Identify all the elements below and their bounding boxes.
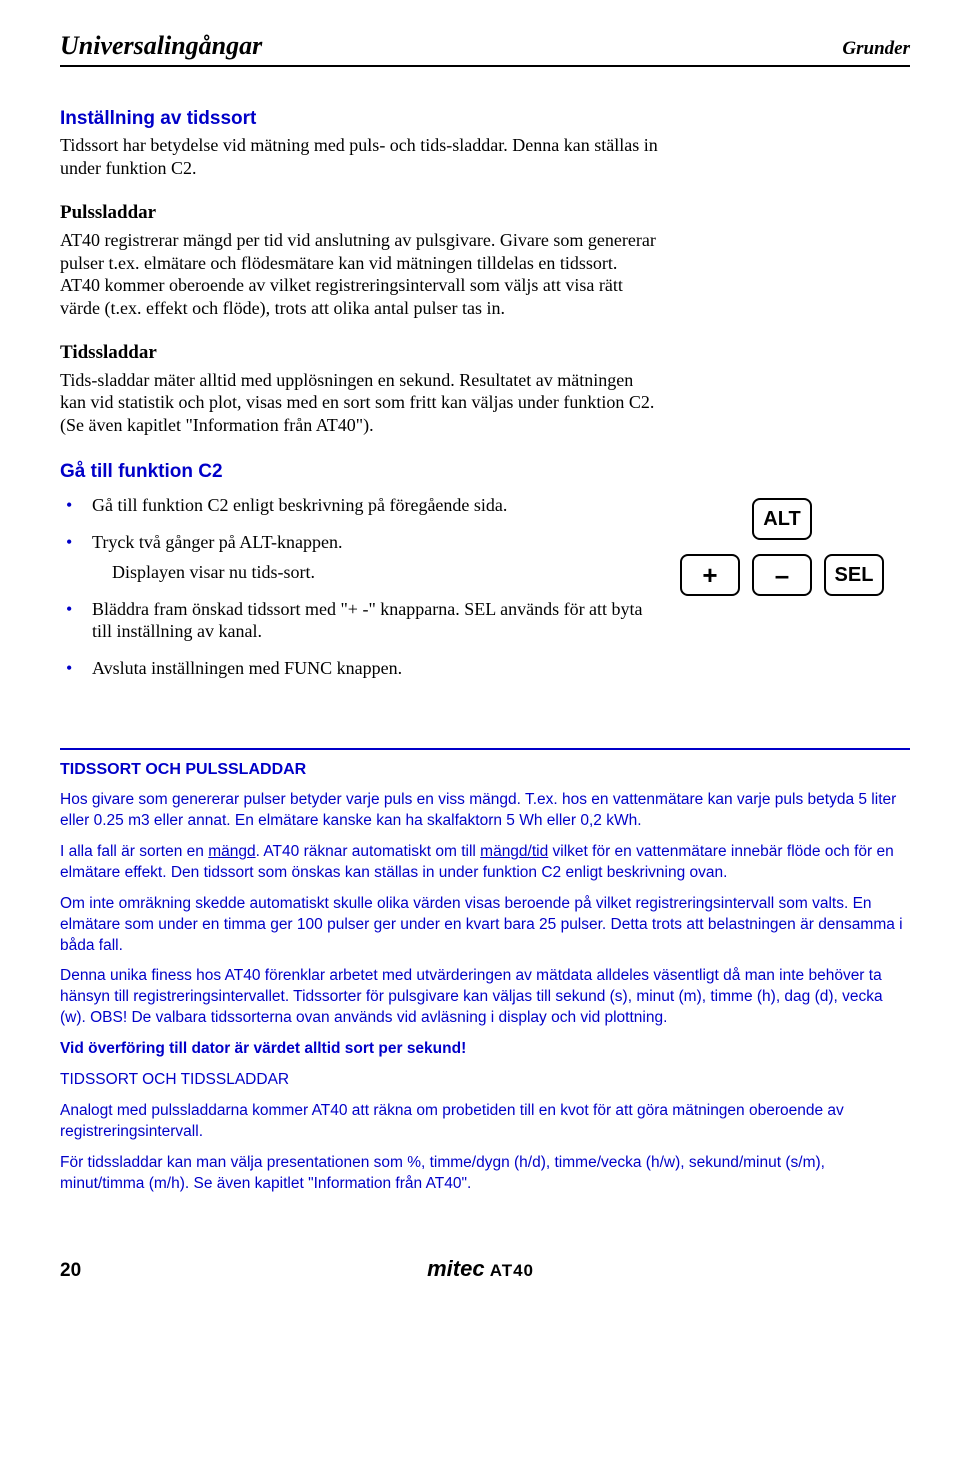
- para-pulssladdar: AT40 registrerar mängd per tid vid anslu…: [60, 229, 660, 319]
- para-intro: Tidssort har betydelse vid mätning med p…: [60, 134, 660, 179]
- info-underline: mängd: [208, 843, 255, 860]
- brand-name: mitec: [427, 1256, 484, 1281]
- minus-button-glyph: –: [752, 554, 812, 596]
- info-underline: mängd/tid: [480, 843, 548, 860]
- info-p: För tidssladdar kan man välja presentati…: [60, 1153, 910, 1195]
- list-text: Bläddra fram önskad tidssort med "+ -" k…: [92, 599, 643, 642]
- sel-button-glyph: SEL: [824, 554, 884, 596]
- instructions-list: Gå till funktion C2 enligt beskrivning p…: [60, 494, 650, 679]
- subhead-pulssladdar: Pulssladdar: [60, 201, 910, 225]
- info-p: Hos givare som genererar pulser betyder …: [60, 790, 910, 832]
- info-p-strong: Vid överföring till dator är värdet allt…: [60, 1039, 910, 1060]
- info-text: . AT40 räknar automatiskt om till: [256, 843, 481, 860]
- info-box-title: TIDSSORT OCH PULSSLADDAR: [60, 760, 910, 780]
- list-text: Avsluta inställningen med FUNC knappen.: [92, 658, 402, 678]
- plus-button-glyph: +: [680, 554, 740, 596]
- info-box: TIDSSORT OCH PULSSLADDAR Hos givare som …: [60, 748, 910, 1195]
- para-tidssladdar: Tids-sladdar mäter alltid med upplösning…: [60, 369, 660, 437]
- list-item: Avsluta inställningen med FUNC knappen.: [88, 657, 650, 680]
- list-text: Tryck två gånger på ALT-knappen.: [92, 532, 342, 552]
- header-section-title: Universalingångar: [60, 30, 262, 63]
- page-number: 20: [60, 1259, 81, 1283]
- model-name: AT40: [485, 1261, 534, 1280]
- info-p: Denna unika finess hos AT40 förenklar ar…: [60, 966, 910, 1029]
- list-item: Gå till funktion C2 enligt beskrivning p…: [88, 494, 650, 517]
- buttons-illustration: ALT + – SEL: [680, 488, 910, 596]
- info-p: Om inte omräkning skedde automatiskt sku…: [60, 894, 910, 957]
- list-item: Bläddra fram önskad tidssort med "+ -" k…: [88, 598, 650, 643]
- info-p: I alla fall är sorten en mängd. AT40 räk…: [60, 842, 910, 884]
- info-text: I alla fall är sorten en: [60, 843, 208, 860]
- list-item: Tryck två gånger på ALT-knappen. Display…: [88, 531, 650, 584]
- page-footer: 20 mitec AT40: [60, 1255, 910, 1283]
- page-header: Universalingångar Grunder: [60, 30, 910, 67]
- heading-ga-till-c2: Gå till funktion C2: [60, 460, 910, 484]
- instructions-col: Gå till funktion C2 enligt beskrivning p…: [60, 488, 650, 693]
- subhead-tidssladdar: Tidssladdar: [60, 341, 910, 365]
- list-text: Gå till funktion C2 enligt beskrivning p…: [92, 495, 507, 515]
- info-p: Analogt med pulssladdarna kommer AT40 at…: [60, 1101, 910, 1143]
- info-subtitle: TIDSSORT OCH TIDSSLADDAR: [60, 1070, 910, 1091]
- heading-tidssort: Inställning av tidssort: [60, 107, 910, 131]
- header-chapter: Grunder: [842, 37, 910, 61]
- alt-button-glyph: ALT: [752, 498, 812, 540]
- footer-brand-block: mitec AT40: [427, 1255, 534, 1283]
- list-subtext: Displayen visar nu tids-sort.: [92, 561, 650, 584]
